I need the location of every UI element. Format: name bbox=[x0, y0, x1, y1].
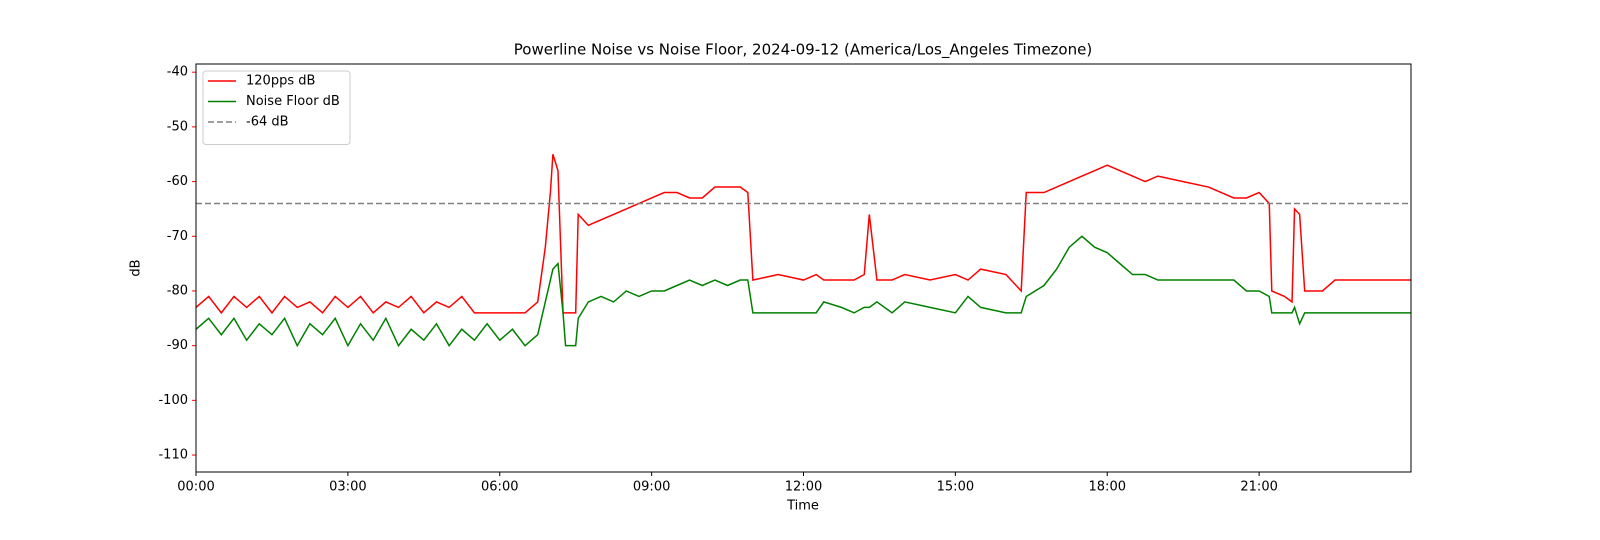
legend-box bbox=[202, 70, 351, 145]
plot-frame bbox=[195, 63, 1412, 473]
x-tick-label: 12:00 bbox=[785, 480, 822, 495]
legend-label: 120pps dB bbox=[246, 74, 315, 89]
series-line bbox=[196, 154, 1411, 315]
x-axis-label: Time bbox=[786, 499, 819, 514]
chart-title: Powerline Noise vs Noise Floor, 2024-09-… bbox=[514, 41, 1092, 60]
legend-label: -64 dB bbox=[246, 115, 289, 130]
legend-label: Noise Floor dB bbox=[246, 94, 340, 109]
y-tick-label: -110 bbox=[158, 448, 188, 463]
x-tick-label: 03:00 bbox=[329, 480, 366, 495]
y-axis-label: dB bbox=[129, 259, 144, 276]
y-tick-label: -100 bbox=[158, 393, 188, 408]
x-tick-label: 06:00 bbox=[481, 480, 518, 495]
series-line bbox=[196, 235, 1411, 348]
x-tick-label: 00:00 bbox=[177, 480, 214, 495]
y-tick-label: -60 bbox=[167, 174, 188, 189]
x-tick-label: 18:00 bbox=[1089, 480, 1126, 495]
x-tick-label: 21:00 bbox=[1240, 480, 1277, 495]
x-tick-label: 09:00 bbox=[633, 480, 670, 495]
y-tick-label: -50 bbox=[167, 119, 188, 134]
y-tick-label: -40 bbox=[167, 65, 188, 80]
x-tick-label: 15:00 bbox=[937, 480, 974, 495]
y-tick-label: -70 bbox=[167, 229, 188, 244]
y-tick-label: -90 bbox=[167, 338, 188, 353]
y-tick-label: -80 bbox=[167, 283, 188, 298]
